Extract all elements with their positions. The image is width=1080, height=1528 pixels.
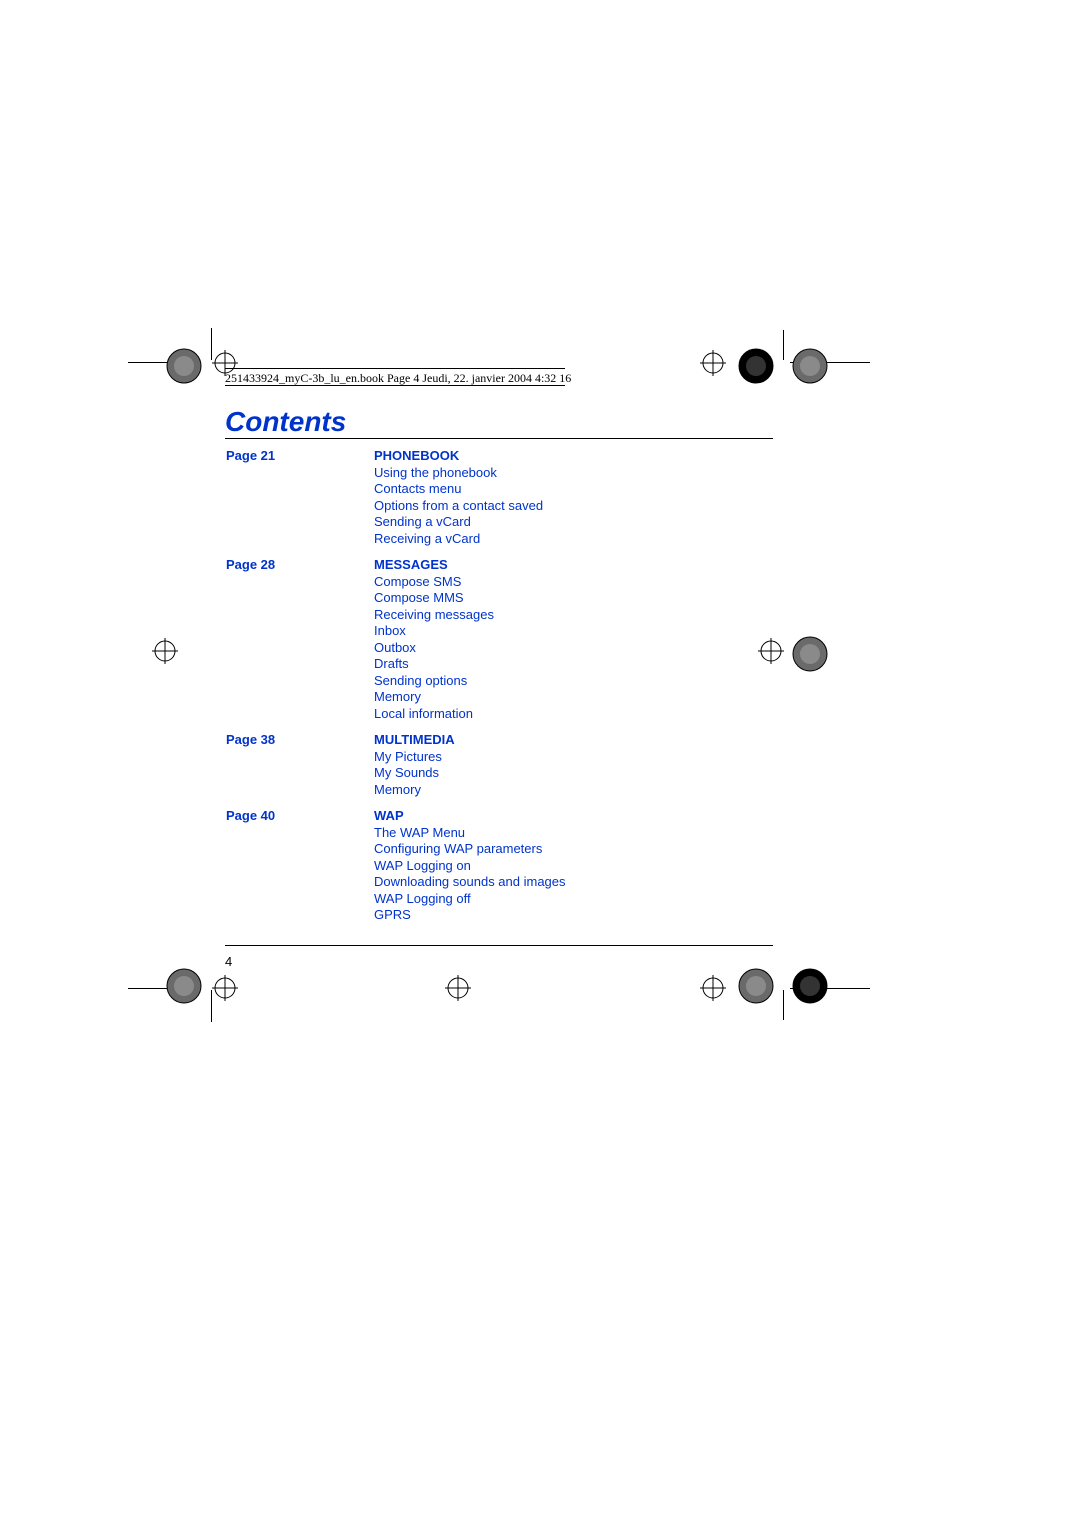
registration-mark — [738, 348, 774, 384]
title-rule — [225, 438, 773, 439]
toc-section-heading[interactable]: MESSAGES — [374, 557, 774, 574]
toc-item[interactable]: WAP Logging on — [374, 858, 774, 875]
registration-mark — [792, 636, 828, 672]
crop-line — [783, 990, 784, 1020]
crosshair-mark — [152, 638, 178, 664]
toc-section: Page 28 MESSAGES Compose SMS Compose MMS… — [226, 557, 774, 722]
crosshair-mark — [445, 975, 471, 1001]
toc-item[interactable]: The WAP Menu — [374, 825, 774, 842]
registration-mark — [738, 968, 774, 1004]
header-rule-top — [225, 368, 565, 369]
registration-mark — [792, 968, 828, 1004]
toc-item[interactable]: Memory — [374, 689, 774, 706]
toc-item[interactable]: Drafts — [374, 656, 774, 673]
toc-item[interactable]: Inbox — [374, 623, 774, 640]
toc-item[interactable]: WAP Logging off — [374, 891, 774, 908]
toc-item[interactable]: Downloading sounds and images — [374, 874, 774, 891]
toc-section: Page 21 PHONEBOOK Using the phonebook Co… — [226, 448, 774, 547]
toc-items: MESSAGES Compose SMS Compose MMS Receivi… — [374, 557, 774, 722]
registration-mark — [166, 968, 202, 1004]
toc-item[interactable]: Local information — [374, 706, 774, 723]
toc-item[interactable]: Outbox — [374, 640, 774, 657]
toc-section: Page 40 WAP The WAP Menu Configuring WAP… — [226, 808, 774, 924]
crosshair-mark — [212, 975, 238, 1001]
page-number: 4 — [225, 954, 232, 969]
toc-page-label: Page 40 — [226, 808, 374, 825]
crop-line — [783, 330, 784, 360]
toc-item[interactable]: Using the phonebook — [374, 465, 774, 482]
toc-item[interactable]: Receiving messages — [374, 607, 774, 624]
header-rule-bottom — [225, 385, 565, 386]
toc-item[interactable]: Options from a contact saved — [374, 498, 774, 515]
toc-item[interactable]: My Pictures — [374, 749, 774, 766]
registration-mark — [166, 348, 202, 384]
toc-page-label: Page 28 — [226, 557, 374, 574]
toc-item[interactable]: Contacts menu — [374, 481, 774, 498]
toc-item[interactable]: GPRS — [374, 907, 774, 924]
toc-items: MULTIMEDIA My Pictures My Sounds Memory — [374, 732, 774, 798]
toc-page-label: Page 38 — [226, 732, 374, 749]
toc-item[interactable]: Compose MMS — [374, 590, 774, 607]
table-of-contents: Page 21 PHONEBOOK Using the phonebook Co… — [226, 448, 774, 934]
toc-section: Page 38 MULTIMEDIA My Pictures My Sounds… — [226, 732, 774, 798]
toc-item[interactable]: Receiving a vCard — [374, 531, 774, 548]
toc-item[interactable]: Memory — [374, 782, 774, 799]
registration-mark — [792, 348, 828, 384]
header-filename: 251433924_myC-3b_lu_en.book Page 4 Jeudi… — [225, 371, 571, 386]
toc-item[interactable]: Sending a vCard — [374, 514, 774, 531]
footer-rule — [225, 945, 773, 946]
toc-item[interactable]: Sending options — [374, 673, 774, 690]
toc-items: WAP The WAP Menu Configuring WAP paramet… — [374, 808, 774, 924]
toc-item[interactable]: My Sounds — [374, 765, 774, 782]
toc-item[interactable]: Compose SMS — [374, 574, 774, 591]
page-title: Contents — [225, 406, 346, 438]
toc-item[interactable]: Configuring WAP parameters — [374, 841, 774, 858]
toc-section-heading[interactable]: MULTIMEDIA — [374, 732, 774, 749]
toc-page-label: Page 21 — [226, 448, 374, 465]
crosshair-mark — [700, 350, 726, 376]
toc-section-heading[interactable]: PHONEBOOK — [374, 448, 774, 465]
toc-section-heading[interactable]: WAP — [374, 808, 774, 825]
toc-items: PHONEBOOK Using the phonebook Contacts m… — [374, 448, 774, 547]
crosshair-mark — [700, 975, 726, 1001]
